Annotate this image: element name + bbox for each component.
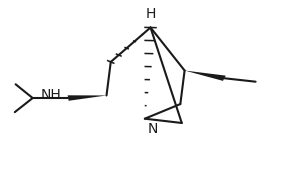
Text: H: H	[145, 7, 156, 21]
Polygon shape	[185, 71, 226, 81]
Text: NH: NH	[41, 88, 62, 103]
Text: N: N	[148, 122, 158, 136]
Polygon shape	[68, 95, 106, 101]
